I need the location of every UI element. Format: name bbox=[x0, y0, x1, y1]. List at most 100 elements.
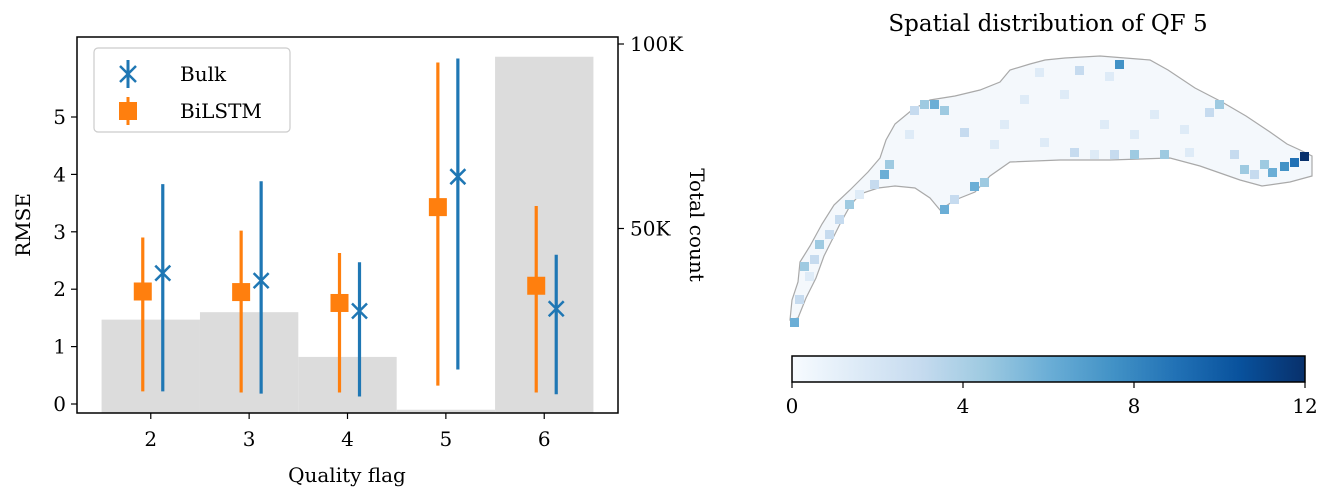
heatmap-cell bbox=[1230, 150, 1239, 159]
heatmap-cell bbox=[910, 106, 919, 115]
y-axis-label: RMSE bbox=[11, 193, 35, 257]
legend-box bbox=[93, 47, 291, 133]
y-tick-label: 1 bbox=[53, 335, 66, 359]
heatmap-cell bbox=[920, 100, 929, 109]
heatmap-cell bbox=[960, 128, 969, 137]
data-point-bilstm bbox=[133, 282, 152, 301]
heatmap-cell bbox=[1268, 168, 1277, 177]
data-point-bulk bbox=[547, 300, 565, 318]
heatmap-cell bbox=[1150, 110, 1159, 119]
heatmap-cell bbox=[1035, 68, 1044, 77]
heatmap-cell bbox=[825, 230, 834, 239]
heatmap-cell bbox=[1130, 130, 1139, 139]
data-point-bilstm bbox=[232, 283, 251, 302]
heatmap-cell bbox=[950, 195, 959, 204]
heatmap-cell bbox=[815, 240, 824, 249]
count-bar bbox=[101, 319, 200, 413]
heatmap-cell bbox=[1215, 100, 1224, 109]
heatmap-cell bbox=[970, 182, 979, 191]
x-tick-label: 6 bbox=[538, 427, 551, 451]
x-axis-label: Quality flag bbox=[288, 463, 406, 487]
heatmap-cell bbox=[870, 180, 879, 189]
heatmap-cell bbox=[1060, 90, 1069, 99]
heatmap-cell bbox=[795, 295, 804, 304]
heatmap-cell bbox=[855, 190, 864, 199]
rmse-chart: 0 1 2 3 4 5 50K 100K 2 3 4 5 6 Quality flag RMSE T… bbox=[11, 32, 709, 487]
heatmap-cell bbox=[880, 170, 889, 179]
count-bar bbox=[199, 312, 299, 413]
heatmap-cell bbox=[1090, 150, 1099, 159]
heatmap-cell bbox=[1100, 120, 1109, 129]
count-bar bbox=[495, 56, 594, 413]
heatmap-cell bbox=[1205, 108, 1214, 117]
heatmap-cell bbox=[805, 272, 814, 281]
y2-tick-label: 100K bbox=[630, 32, 684, 56]
y-axis-ticks: 0 1 2 3 4 5 bbox=[53, 105, 77, 416]
heatmap-cell bbox=[1300, 152, 1309, 161]
error-bars bbox=[133, 58, 565, 397]
legend-label-bilstm: BiLSTM bbox=[180, 99, 262, 123]
y-tick-label: 0 bbox=[53, 392, 66, 416]
colorbar-tick-label: 4 bbox=[957, 394, 970, 418]
heatmap-title: Spatial distribution of QF 5 bbox=[888, 11, 1207, 37]
x-tick-label: 2 bbox=[144, 427, 157, 451]
colorbar-ticks: 0 4 8 12 bbox=[786, 382, 1318, 418]
heatmap-cell bbox=[800, 262, 809, 271]
heatmap-cell bbox=[835, 215, 844, 224]
data-point-bulk bbox=[154, 264, 172, 282]
data-point-bilstm bbox=[428, 198, 447, 217]
heatmap-cell bbox=[940, 205, 949, 214]
x-tick-label: 5 bbox=[439, 427, 452, 451]
legend-label-bulk: Bulk bbox=[180, 62, 227, 86]
y-tick-label: 5 bbox=[53, 105, 66, 129]
heatmap-cell bbox=[1075, 66, 1084, 75]
heatmap-cell bbox=[1260, 160, 1269, 169]
heatmap-cell bbox=[1040, 138, 1049, 147]
heatmap-cell bbox=[1130, 150, 1139, 159]
heatmap-cell bbox=[1160, 150, 1169, 159]
heatmap-cell bbox=[1105, 72, 1114, 81]
data-point-bulk bbox=[252, 272, 270, 289]
heatmap-cells bbox=[790, 60, 1309, 327]
data-point-bilstm bbox=[527, 276, 546, 295]
heatmap-cell bbox=[940, 106, 949, 115]
heatmap-cell bbox=[1000, 120, 1009, 129]
heatmap-cell bbox=[1280, 162, 1289, 171]
heatmap-cell bbox=[1110, 150, 1119, 159]
y2-axis-label: Total count bbox=[685, 168, 709, 282]
colorbar-tick-label: 12 bbox=[1292, 394, 1317, 418]
legend-marker-bilstm bbox=[119, 97, 137, 125]
region-outline bbox=[789, 55, 1313, 321]
data-point-bulk bbox=[351, 302, 368, 320]
heatmap-cell bbox=[1250, 170, 1259, 179]
heatmap-cell bbox=[980, 178, 989, 187]
heatmap-cell bbox=[990, 140, 999, 149]
heatmap-cell bbox=[905, 130, 914, 139]
colorbar bbox=[791, 355, 1306, 383]
legend-marker-bulk bbox=[119, 60, 137, 88]
colorbar-tick-label: 0 bbox=[786, 394, 799, 418]
heatmap-cell bbox=[810, 255, 819, 264]
heatmap-cell bbox=[1185, 148, 1194, 157]
x-axis-ticks: 2 3 4 5 6 bbox=[144, 413, 551, 451]
heatmap-cell bbox=[1240, 165, 1249, 174]
heatmap-cell bbox=[1290, 158, 1299, 167]
data-point-bulk bbox=[449, 168, 467, 186]
data-point-bilstm bbox=[330, 293, 349, 312]
legend: Bulk BiLSTM bbox=[93, 47, 291, 133]
y-tick-label: 2 bbox=[53, 277, 66, 301]
heatmap-cell bbox=[885, 160, 894, 169]
y2-tick-label: 50K bbox=[630, 217, 671, 241]
count-bars bbox=[101, 56, 594, 413]
region-map bbox=[789, 55, 1313, 327]
heatmap-cell bbox=[1115, 60, 1124, 69]
heatmap-cell bbox=[930, 100, 939, 109]
x-tick-label: 3 bbox=[243, 427, 256, 451]
spatial-heatmap: Spatial distribution of QF 5 0 4 8 12 bbox=[786, 11, 1318, 418]
count-bar bbox=[298, 356, 397, 413]
y-tick-label: 3 bbox=[53, 220, 66, 244]
heatmap-cell bbox=[845, 200, 854, 209]
heatmap-cell bbox=[1020, 95, 1029, 104]
heatmap-cell bbox=[1070, 148, 1079, 157]
